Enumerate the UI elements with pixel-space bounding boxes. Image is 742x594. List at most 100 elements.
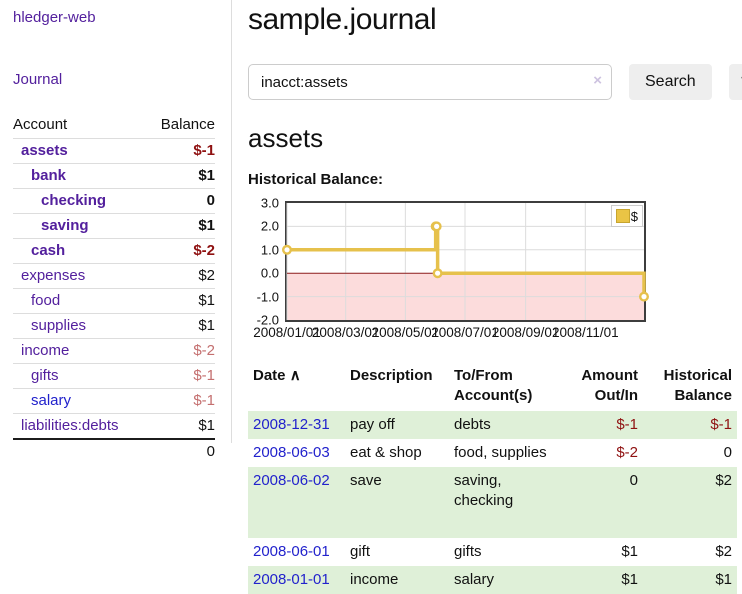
account-link[interactable]: food — [31, 292, 61, 309]
transaction-balance: $-1 — [710, 416, 732, 433]
register-row: 2008-12-31 pay off debts $-1 $-1 — [248, 411, 737, 439]
account-link[interactable]: checking — [41, 192, 107, 209]
transaction-date-link[interactable]: 2008-06-02 — [253, 472, 330, 489]
x-tick-label: 2008/11/01 — [552, 325, 619, 340]
transaction-description: gift — [350, 543, 371, 560]
sidebar: hledger-web Journal Account Balance asse… — [0, 0, 232, 464]
account-balance: $-1 — [146, 138, 215, 164]
account-row: salary $-1 — [13, 388, 215, 414]
transaction-date-link[interactable]: 2008-01-01 — [253, 571, 330, 588]
account-balance: $2 — [146, 263, 215, 289]
account-balance: $1 — [146, 313, 215, 339]
transaction-date-link[interactable]: 2008-06-01 — [253, 543, 330, 560]
historical-balance-chart: 3.0 2.0 1.0 0.0 -1.0 -2.0 $ — [248, 196, 742, 328]
transaction-balance: 0 — [723, 444, 732, 461]
account-row: food $1 — [13, 288, 215, 314]
register-header-row: Date ∧ Description To/From Account(s) Am… — [248, 363, 737, 411]
y-tick-label: 2.0 — [260, 218, 279, 234]
transaction-description: pay off — [350, 416, 395, 433]
account-link[interactable]: bank — [31, 167, 67, 184]
account-row: supplies $1 — [13, 313, 215, 339]
account-row: assets $-1 — [13, 138, 215, 164]
x-tick-label: 2008/09/01 — [491, 325, 560, 340]
y-tick-label: -2.0 — [256, 312, 279, 328]
account-link[interactable]: gifts — [31, 367, 59, 384]
accounts-total-row: 0 — [13, 438, 215, 464]
transaction-accounts: debts — [454, 416, 491, 433]
help-button[interactable]: ? — [728, 64, 742, 100]
accounts-total-value: 0 — [146, 438, 215, 464]
y-tick-label: -1.0 — [256, 289, 279, 305]
main-content: sample.journal × Search ? assets Histori… — [232, 0, 742, 594]
search-input[interactable] — [248, 64, 612, 100]
account-row: income $-2 — [13, 338, 215, 364]
chart-x-axis: 2008/01/01 2008/03/01 2008/05/01 2008/07/01… — [253, 322, 644, 342]
transaction-accounts: gifts — [454, 543, 482, 560]
transaction-accounts: salary — [454, 571, 495, 588]
search-form: × Search ? — [248, 64, 742, 100]
account-link[interactable]: assets — [21, 142, 68, 159]
accounts-total-spacer — [13, 438, 147, 464]
account-link[interactable]: income — [21, 342, 70, 359]
account-row: cash $-2 — [13, 238, 215, 264]
register-header-amount: Amount Out/In — [581, 367, 638, 404]
chart-y-axis: 3.0 2.0 1.0 0.0 -1.0 -2.0 — [248, 196, 285, 328]
account-balance: $-1 — [146, 363, 215, 389]
account-balance: $-2 — [146, 238, 215, 264]
nav-journal-link[interactable]: Journal — [13, 71, 63, 88]
clear-search-icon[interactable]: × — [593, 72, 602, 89]
register-header-balance: Historical Balance — [663, 367, 732, 404]
x-tick-label: 2008/03/01 — [311, 325, 380, 340]
transaction-balance: $1 — [715, 571, 732, 588]
transaction-accounts: food, supplies — [454, 444, 547, 461]
chart-legend: $ — [610, 205, 643, 227]
transaction-amount: $-1 — [616, 416, 638, 433]
transaction-date-link[interactable]: 2008-06-03 — [253, 444, 330, 461]
account-row: gifts $-1 — [13, 363, 215, 389]
transaction-accounts: saving, checking — [454, 472, 514, 509]
account-balance: $1 — [146, 288, 215, 314]
sort-asc-icon: ∧ — [289, 367, 301, 384]
account-balance: $1 — [146, 213, 215, 239]
account-balance: $1 — [146, 413, 215, 439]
account-link[interactable]: cash — [31, 242, 66, 259]
account-link[interactable]: salary — [31, 392, 72, 409]
y-tick-label: 3.0 — [260, 195, 279, 211]
transaction-description: income — [350, 571, 399, 588]
transaction-amount: $1 — [621, 543, 638, 560]
transaction-amount: $-2 — [616, 444, 638, 461]
legend-swatch-icon — [615, 209, 630, 223]
transaction-balance: $2 — [715, 472, 732, 489]
page-title: sample.journal — [248, 3, 437, 36]
register-row: 2008-01-01 income salary $1 $1 — [248, 566, 737, 594]
account-balance: $-2 — [146, 338, 215, 364]
brand-link[interactable]: hledger-web — [13, 9, 96, 26]
register-table: Date ∧ Description To/From Account(s) Am… — [248, 363, 737, 594]
accounts-header-account: Account — [13, 116, 68, 133]
account-link[interactable]: liabilities:debts — [21, 417, 119, 434]
account-link[interactable]: expenses — [21, 267, 86, 284]
search-button[interactable]: Search — [629, 64, 712, 100]
x-tick-label: 2008/01/01 — [253, 325, 321, 340]
account-link[interactable]: supplies — [31, 317, 87, 334]
register-header-date[interactable]: Date ∧ — [253, 367, 301, 384]
legend-label: $ — [630, 208, 638, 224]
account-heading: assets — [248, 123, 324, 153]
x-tick-label: 2008/05/01 — [371, 325, 440, 340]
accounts-header-balance: Balance — [160, 116, 215, 133]
account-row: liabilities:debts $1 — [13, 413, 215, 439]
account-balance: $1 — [146, 163, 215, 189]
register-row: 2008-06-01 gift gifts $1 $2 — [248, 538, 737, 566]
account-row: expenses $2 — [13, 263, 215, 289]
transaction-balance: $2 — [715, 543, 732, 560]
register-row: 2008-06-03 eat & shop food, supplies $-2… — [248, 439, 737, 467]
account-row: saving $1 — [13, 213, 215, 239]
register-row: 2008-06-02 save saving, checking 0 $2 — [248, 467, 737, 538]
transaction-date-link[interactable]: 2008-12-31 — [253, 416, 330, 433]
chart-title: Historical Balance: — [248, 171, 384, 188]
transaction-description: eat & shop — [350, 444, 422, 461]
x-tick-label: 2008/07/01 — [431, 325, 499, 340]
account-link[interactable]: saving — [41, 217, 89, 234]
account-row: checking 0 — [13, 188, 215, 214]
transaction-amount: $1 — [621, 571, 638, 588]
